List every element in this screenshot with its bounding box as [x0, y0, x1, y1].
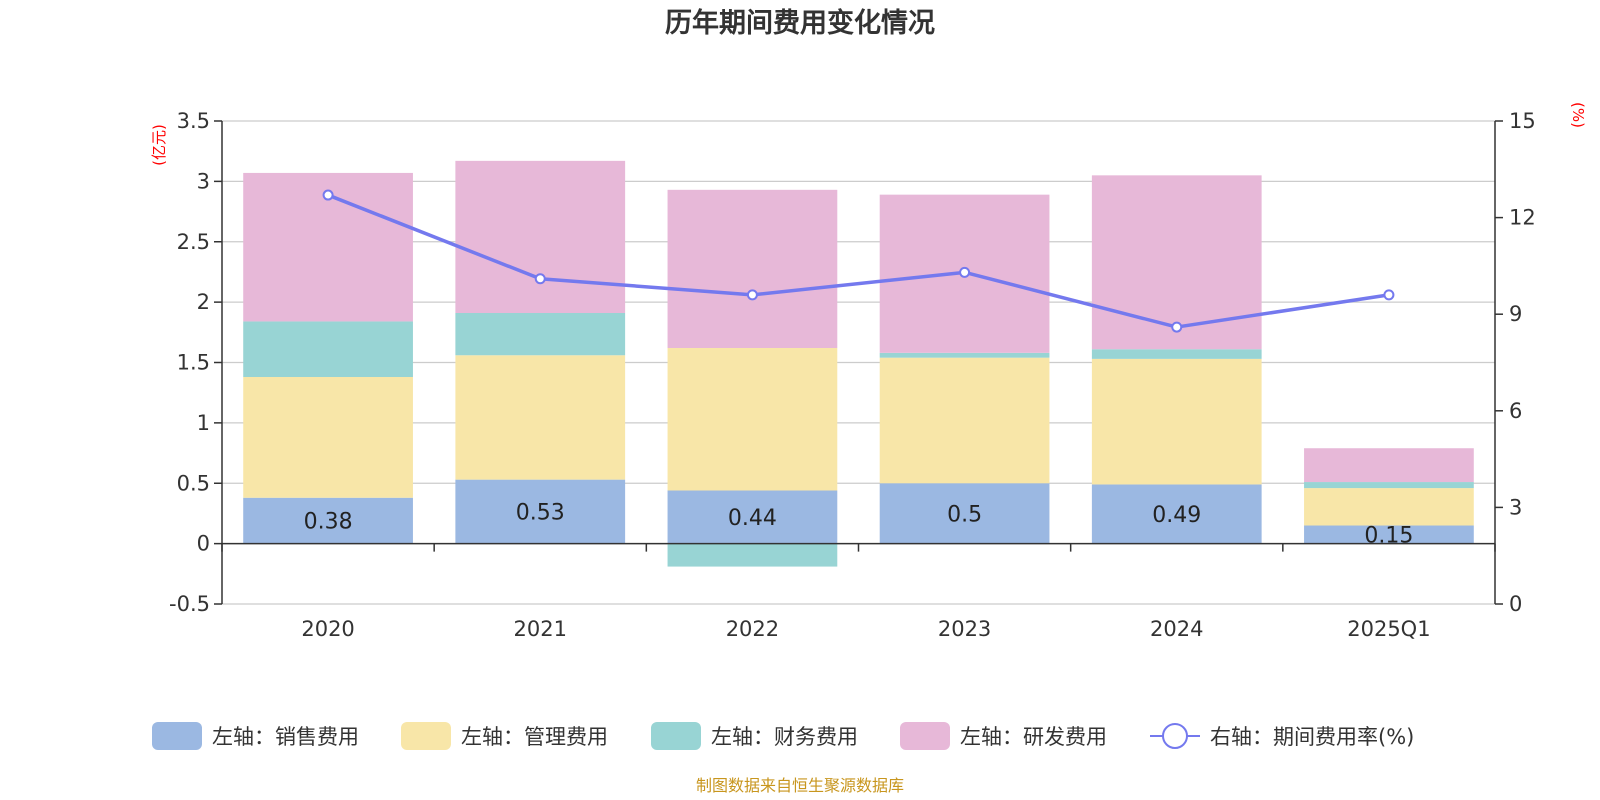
bar-4-2022 [667, 189, 838, 349]
legend-label: 左轴：管理费用 [461, 725, 608, 749]
left-tick-label: 3.5 [177, 109, 210, 133]
right-axis-unit: (%) [1569, 102, 1587, 128]
right-tick-label: 3 [1509, 495, 1522, 519]
x-tick-label: 2025Q1 [1347, 617, 1430, 641]
line-layer [322, 189, 1395, 333]
bar-3-2025Q1 [1304, 482, 1474, 489]
bar-1-2021 [455, 479, 626, 544]
x-tick-label: 2023 [938, 617, 991, 641]
rate-point [322, 189, 334, 201]
bar-2-2021 [455, 355, 626, 480]
bar-1-2024 [1091, 484, 1262, 544]
legend-swatch [900, 722, 950, 750]
legend-item: 左轴：研发费用 [900, 722, 1107, 750]
bar-data-label: 0.5 [947, 502, 982, 527]
x-tick-label: 2024 [1150, 617, 1203, 641]
legend-item: 右轴：期间费用率(%) [1150, 723, 1414, 749]
left-axis-unit: (亿元) [150, 124, 168, 166]
legend-label: 右轴：期间费用率(%) [1210, 725, 1414, 749]
bar-2-2020 [243, 376, 413, 498]
bar-2-2022 [667, 348, 838, 491]
labels-layer: 0.38 0.53 0.44 0.5 0.49 0.15 [304, 501, 1414, 549]
right-tick-label: 12 [1509, 206, 1536, 230]
bar-data-label: 0.53 [516, 501, 565, 526]
bar-2-2024 [1091, 358, 1262, 485]
legend-swatch [651, 722, 701, 750]
bar-2-2025Q1 [1304, 488, 1474, 526]
legend: 左轴：销售费用 左轴：管理费用 左轴：财务费用 左轴：研发费用 右轴：期间费用率(%) [152, 722, 1414, 750]
legend-label: 左轴：销售费用 [212, 725, 359, 749]
legend-label: 左轴：研发费用 [960, 725, 1107, 749]
bar-3-2022 [667, 543, 838, 567]
bar-3-2023 [879, 352, 1050, 358]
right-tick-label: 15 [1509, 109, 1536, 133]
axes-layer: -0.5 0 0.5 1 1.5 2 2.5 3 3.5 0 3 6 9 12 15 2020 2021 2022… [169, 109, 1536, 641]
bar-4-2021 [455, 160, 626, 313]
bar-2-2023 [879, 357, 1050, 484]
bar-data-label: 0.15 [1364, 524, 1413, 549]
rate-line [327, 193, 1390, 329]
legend-swatch [152, 722, 202, 750]
legend-item: 左轴：销售费用 [152, 722, 359, 750]
bar-3-2024 [1091, 349, 1262, 359]
bar-1-2023 [879, 483, 1050, 544]
legend-item: 左轴：财务费用 [651, 722, 858, 750]
bar-1-2025Q1 [1304, 525, 1474, 544]
bar-data-label: 0.38 [304, 510, 353, 535]
legend-marker [1162, 723, 1188, 749]
left-tick-label: 3 [197, 169, 210, 193]
rate-point [1383, 289, 1395, 301]
bar-3-2021 [455, 312, 626, 356]
left-tick-label: 0 [197, 532, 210, 556]
left-tick-label: 2.5 [177, 230, 210, 254]
x-tick-label: 2021 [514, 617, 567, 641]
bar-1-2020 [243, 497, 413, 544]
bar-4-2025Q1 [1304, 448, 1474, 483]
bar-data-label: 0.44 [728, 506, 777, 531]
left-tick-label: 1.5 [177, 351, 210, 375]
rate-point [1171, 321, 1183, 333]
source-note: 制图数据来自恒生聚源数据库 [696, 776, 904, 795]
left-tick-label: -0.5 [169, 592, 210, 616]
rate-point [534, 273, 546, 285]
right-tick-label: 0 [1509, 592, 1522, 616]
bar-3-2020 [243, 321, 413, 377]
bar-1-2022 [667, 490, 838, 544]
legend-swatch [401, 722, 451, 750]
chart-title: 历年期间费用变化情况 [665, 7, 935, 39]
legend-label: 左轴：财务费用 [711, 725, 858, 749]
legend-item: 左轴：管理费用 [401, 722, 608, 750]
left-tick-label: 2 [197, 290, 210, 314]
bars-layer [243, 160, 1474, 567]
left-tick-label: 1 [197, 411, 210, 435]
right-tick-label: 9 [1509, 302, 1522, 326]
x-tick-label: 2022 [726, 617, 779, 641]
x-tick-label: 2020 [301, 617, 354, 641]
bar-data-label: 0.49 [1152, 503, 1201, 528]
rate-point [959, 266, 971, 278]
right-tick-label: 6 [1509, 399, 1522, 423]
rate-point [746, 289, 758, 301]
left-tick-label: 0.5 [177, 471, 210, 495]
